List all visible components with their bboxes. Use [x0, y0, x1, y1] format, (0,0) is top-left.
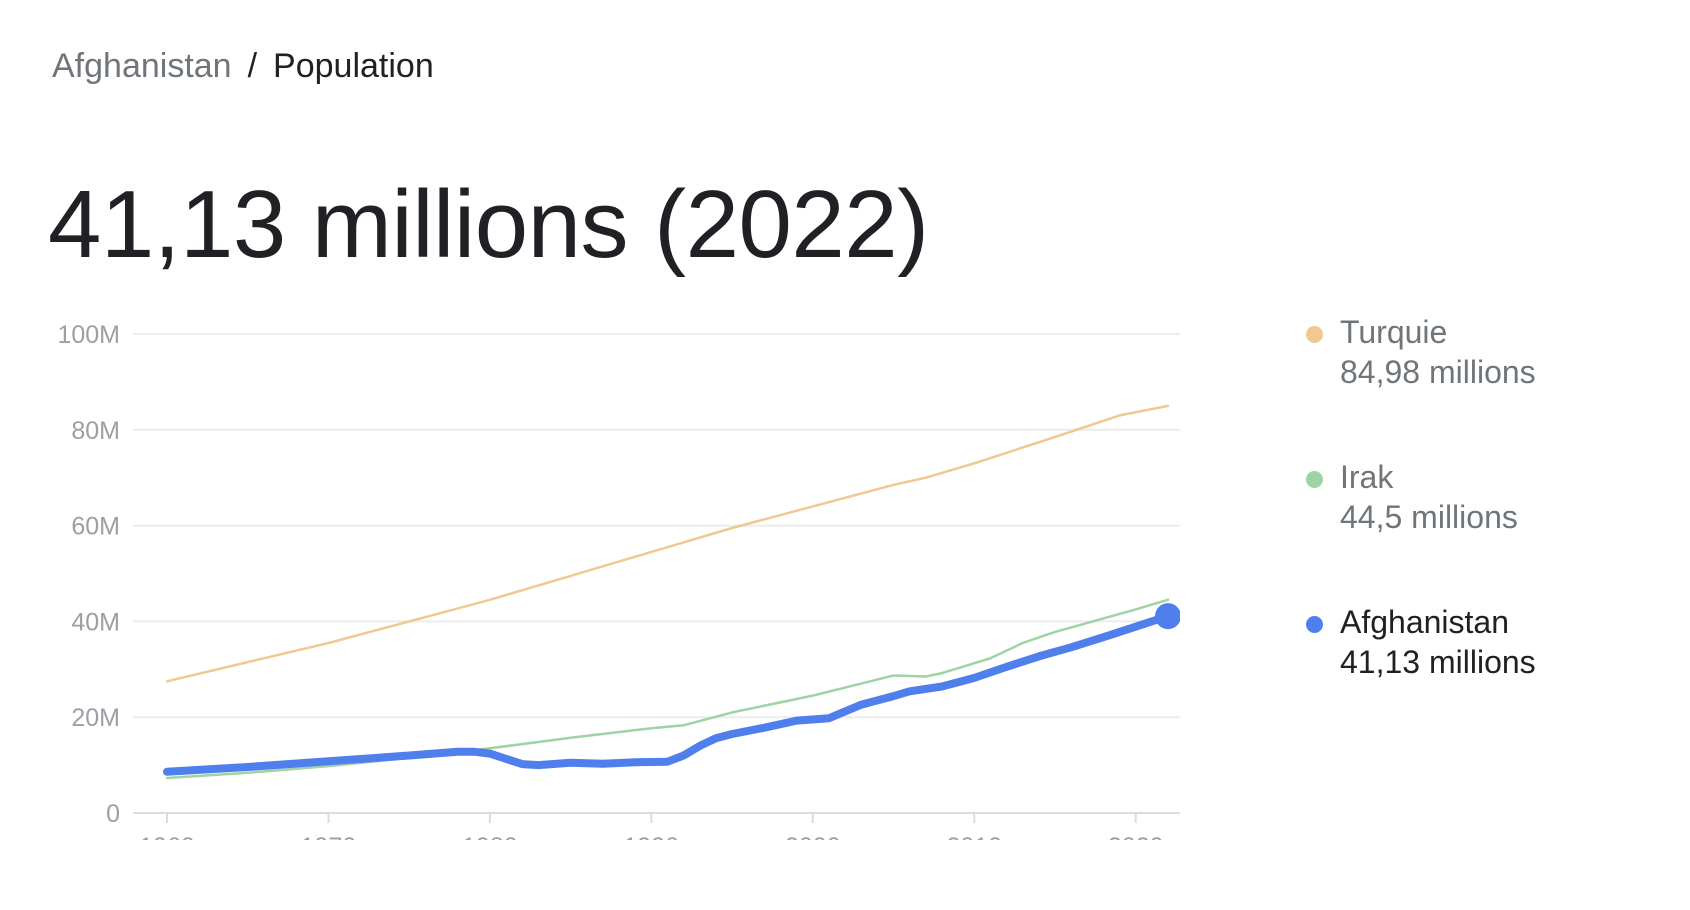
series-line-turquie	[165, 404, 1170, 683]
legend-dot	[1306, 326, 1323, 343]
legend-value: 41,13 millions	[1340, 644, 1536, 680]
legend-value: 44,5 millions	[1340, 499, 1518, 535]
y-tick-label: 40M	[71, 608, 120, 636]
series-line-irak	[165, 598, 1170, 780]
series-line-afghanistan	[163, 612, 1172, 776]
x-tick-label: 2010	[946, 833, 1002, 840]
x-tick-label: 1990	[624, 833, 680, 840]
x-tick-label: 1980	[462, 833, 518, 840]
highlight-point[interactable]	[1155, 603, 1180, 630]
legend-dot	[1306, 616, 1323, 633]
legend-item-afghanistan[interactable]: Afghanistan 41,13 millions	[1306, 602, 1536, 747]
legend-name: Turquie	[1340, 314, 1448, 350]
legend-item-irak[interactable]: Irak 44,5 millions	[1306, 457, 1536, 602]
population-headline: 41,13 millions (2022)	[48, 171, 929, 278]
y-tick-label: 20M	[71, 704, 120, 732]
x-tick-label: 2000	[785, 833, 841, 840]
y-tick-label: 0	[106, 800, 120, 828]
legend-name: Afghanistan	[1340, 604, 1510, 640]
y-tick-label: 80M	[71, 417, 120, 445]
y-tick-label: 100M	[57, 321, 120, 349]
legend-value: 84,98 millions	[1340, 354, 1536, 390]
breadcrumb-separator: /	[247, 47, 258, 85]
legend-name: Irak	[1340, 459, 1394, 495]
x-tick-label: 2020	[1108, 833, 1164, 840]
breadcrumb-link-afghanistan[interactable]: Afghanistan	[52, 47, 232, 85]
legend-item-turquie[interactable]: Turquie 84,98 millions	[1306, 312, 1536, 457]
y-tick-label: 60M	[71, 513, 120, 541]
x-tick-label: 1970	[301, 833, 357, 840]
population-line-chart[interactable]: 0 20M 40M 60M 80M 100M 1960 1970 1980 1990 2000 201…	[0, 0, 1180, 840]
legend-dot	[1306, 471, 1323, 488]
chart-legend: Turquie 84,98 millions Irak 44,5 million…	[1306, 312, 1536, 747]
breadcrumb-current: Population	[273, 47, 434, 85]
breadcrumb: Afghanistan / Population	[52, 44, 434, 88]
x-tick-label: 1960	[139, 833, 195, 840]
